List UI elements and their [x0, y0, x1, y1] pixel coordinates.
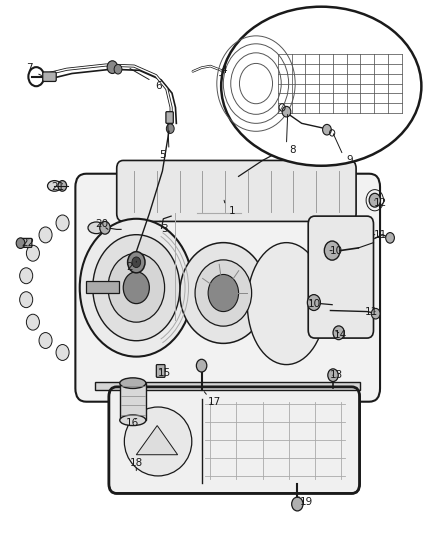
Ellipse shape — [120, 378, 146, 389]
Text: 10: 10 — [308, 298, 321, 309]
Polygon shape — [136, 425, 178, 455]
Text: 4: 4 — [220, 66, 226, 75]
Text: 5: 5 — [159, 150, 166, 160]
Circle shape — [107, 61, 117, 74]
Circle shape — [369, 193, 381, 207]
Circle shape — [386, 232, 394, 243]
Circle shape — [16, 238, 25, 248]
Ellipse shape — [120, 415, 146, 425]
Text: 15: 15 — [158, 368, 171, 377]
Circle shape — [39, 333, 52, 349]
Circle shape — [80, 219, 193, 357]
Text: 3: 3 — [161, 224, 168, 235]
Text: 19: 19 — [300, 497, 313, 507]
Ellipse shape — [47, 181, 61, 191]
Circle shape — [322, 124, 331, 135]
Text: 20: 20 — [95, 219, 108, 229]
Ellipse shape — [180, 243, 267, 343]
Ellipse shape — [247, 243, 325, 365]
FancyBboxPatch shape — [109, 387, 360, 494]
Circle shape — [371, 309, 380, 319]
Text: 8: 8 — [290, 145, 296, 155]
Circle shape — [292, 497, 303, 511]
Text: 6: 6 — [155, 81, 161, 91]
Text: 18: 18 — [130, 458, 143, 467]
Circle shape — [108, 253, 165, 322]
Circle shape — [26, 314, 39, 330]
Text: 10: 10 — [330, 246, 343, 256]
Circle shape — [20, 268, 33, 284]
Circle shape — [26, 245, 39, 261]
Circle shape — [56, 215, 69, 231]
Circle shape — [224, 72, 233, 83]
Text: 11: 11 — [374, 230, 387, 240]
FancyBboxPatch shape — [156, 365, 165, 377]
FancyBboxPatch shape — [117, 160, 356, 221]
Ellipse shape — [195, 260, 252, 326]
Bar — [95, 382, 360, 390]
Text: 16: 16 — [125, 418, 138, 428]
Circle shape — [93, 235, 180, 341]
Circle shape — [127, 252, 145, 273]
Text: 21: 21 — [51, 182, 64, 192]
Circle shape — [328, 369, 338, 382]
Circle shape — [56, 344, 69, 360]
Text: 1: 1 — [229, 206, 235, 216]
Text: 14: 14 — [334, 330, 347, 341]
Ellipse shape — [100, 221, 110, 234]
FancyBboxPatch shape — [20, 238, 32, 247]
Circle shape — [324, 241, 340, 260]
Circle shape — [20, 292, 33, 308]
Circle shape — [123, 272, 149, 304]
Circle shape — [196, 359, 207, 372]
Circle shape — [166, 124, 174, 133]
Text: 17: 17 — [208, 397, 221, 407]
Text: 11: 11 — [365, 306, 378, 317]
Text: 12: 12 — [374, 198, 387, 208]
Circle shape — [282, 107, 291, 117]
Circle shape — [132, 257, 141, 268]
Circle shape — [39, 227, 52, 243]
Text: 2: 2 — [127, 262, 133, 271]
Bar — [120, 383, 146, 420]
Ellipse shape — [221, 7, 421, 166]
Circle shape — [333, 326, 344, 340]
Ellipse shape — [88, 222, 105, 233]
Text: 9: 9 — [346, 156, 353, 165]
Ellipse shape — [124, 407, 192, 476]
Circle shape — [208, 274, 239, 312]
Circle shape — [114, 64, 122, 74]
Text: 13: 13 — [330, 370, 343, 380]
Text: 22: 22 — [21, 238, 34, 248]
FancyBboxPatch shape — [166, 112, 173, 123]
Text: 7: 7 — [26, 63, 33, 72]
FancyBboxPatch shape — [75, 174, 380, 402]
FancyBboxPatch shape — [308, 216, 374, 338]
Circle shape — [307, 295, 321, 311]
FancyBboxPatch shape — [43, 72, 56, 82]
Ellipse shape — [58, 181, 67, 191]
Bar — [86, 281, 119, 293]
